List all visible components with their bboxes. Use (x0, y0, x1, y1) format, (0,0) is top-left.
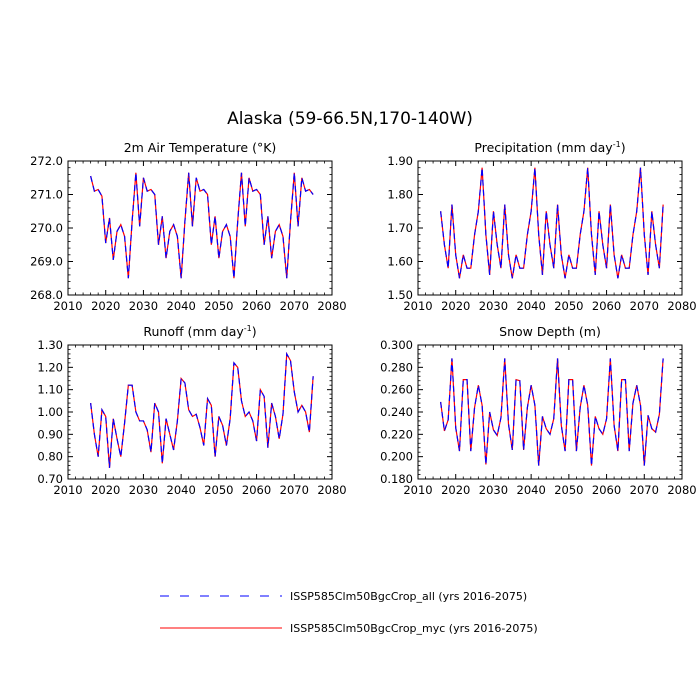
y-tick-label: 0.80 (37, 450, 63, 464)
x-tick-label: 2020 (441, 299, 470, 313)
x-tick-label: 2080 (317, 299, 346, 313)
figure-title: Alaska (59-66.5N,170-140W) (227, 109, 473, 129)
legend-label: ISSP585Clm50BgcCrop_myc (yrs 2016-2075) (290, 622, 538, 635)
y-tick-label: 0.240 (380, 405, 413, 419)
y-tick-label: 0.300 (380, 338, 413, 352)
plot-frame (417, 344, 683, 480)
x-tick-label: 2040 (167, 299, 196, 313)
x-tick-label: 2050 (554, 299, 583, 313)
x-tick-label: 2060 (242, 299, 271, 313)
x-tick-label: 2030 (129, 483, 158, 497)
x-tick-label: 2060 (592, 299, 621, 313)
y-tick-label: 270.0 (30, 221, 63, 235)
y-tick-label: 271.0 (30, 188, 63, 202)
y-tick-label: 1.60 (387, 255, 413, 269)
y-tick-label: 0.70 (37, 472, 63, 486)
panel-2: Precipitation (mm day-1) 2010 2020 2030 2040… (387, 140, 696, 313)
x-tick-label: 2030 (479, 483, 508, 497)
x-tick-label: 2070 (630, 299, 659, 313)
x-tick-label: 2050 (554, 483, 583, 497)
x-tick-label: 2010 (53, 299, 82, 313)
y-tick-label: 0.90 (37, 427, 63, 441)
x-tick-label: 2070 (280, 299, 309, 313)
y-tick-label: 1.00 (37, 405, 63, 419)
y-tick-label: 268.0 (30, 288, 63, 302)
x-tick-label: 2010 (403, 299, 432, 313)
series-line-myc (90, 172, 314, 279)
x-tick-label: 2080 (667, 299, 696, 313)
x-tick-label: 2050 (204, 483, 233, 497)
y-tick-label: 1.50 (387, 288, 413, 302)
y-tick-label: 1.20 (37, 360, 63, 374)
series-line-all (90, 351, 314, 468)
y-tick-label: 1.80 (387, 188, 413, 202)
x-tick-label: 2020 (441, 483, 470, 497)
legend-label: ISSP585Clm50BgcCrop_all (yrs 2016-2075) (290, 590, 527, 603)
x-tick-label: 2040 (517, 299, 546, 313)
series-line-all (440, 358, 664, 466)
x-tick-label: 2070 (280, 483, 309, 497)
x-tick-label: 2030 (129, 299, 158, 313)
x-tick-label: 2070 (630, 483, 659, 497)
y-tick-label: 0.260 (380, 383, 413, 397)
panel-title: Precipitation (mm day-1) (474, 140, 625, 155)
x-tick-label: 2030 (479, 299, 508, 313)
y-tick-label: 272.0 (30, 154, 63, 168)
x-tick-label: 2080 (667, 483, 696, 497)
y-tick-label: 1.30 (37, 338, 63, 352)
y-tick-label: 1.10 (37, 383, 63, 397)
y-tick-label: 0.280 (380, 360, 413, 374)
series-line-myc (90, 351, 314, 468)
y-tick-label: 269.0 (30, 255, 63, 269)
x-tick-label: 2010 (53, 483, 82, 497)
plot-frame (67, 344, 333, 480)
panel-title: 2m Air Temperature (°K) (124, 140, 277, 155)
x-tick-label: 2060 (242, 483, 271, 497)
x-tick-label: 2020 (91, 483, 120, 497)
series-line-all (440, 167, 664, 279)
panel-title: Snow Depth (m) (499, 324, 601, 339)
series-line-all (90, 172, 314, 279)
x-tick-label: 2080 (317, 483, 346, 497)
panel-4: Snow Depth (m) 2010 2020 2030 2040 2050 2060 20… (380, 324, 697, 497)
x-tick-label: 2040 (517, 483, 546, 497)
panel-title: Runoff (mm day-1) (143, 324, 256, 339)
y-tick-label: 0.180 (380, 472, 413, 486)
x-tick-label: 2010 (403, 483, 432, 497)
x-tick-label: 2050 (204, 299, 233, 313)
y-tick-label: 1.70 (387, 221, 413, 235)
plot-frame (417, 160, 683, 296)
y-tick-label: 1.90 (387, 154, 413, 168)
legend: ISSP585Clm50BgcCrop_all (yrs 2016-2075) I… (160, 590, 538, 635)
panel-1: 2m Air Temperature (°K) 2010 2020 2030 2040 2… (30, 140, 347, 313)
panel-3: Runoff (mm day-1) 2010 2020 2030 2040 2050 206… (37, 324, 346, 497)
x-tick-label: 2040 (167, 483, 196, 497)
x-tick-label: 2060 (592, 483, 621, 497)
y-tick-label: 0.200 (380, 450, 413, 464)
x-tick-label: 2020 (91, 299, 120, 313)
y-tick-label: 0.220 (380, 427, 413, 441)
